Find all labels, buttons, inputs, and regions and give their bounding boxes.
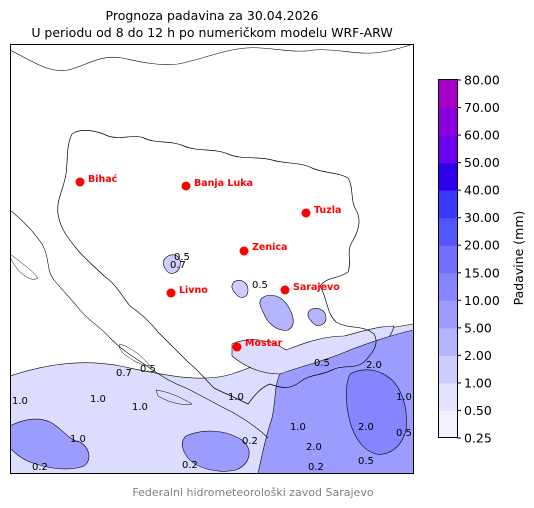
colorbar-tick-label: 30.00 xyxy=(464,210,500,225)
colorbar-tick-label: 2.00 xyxy=(464,348,492,363)
contour-label: 0.5 xyxy=(358,456,374,467)
contour-label: 2.0 xyxy=(366,360,382,371)
city-label: Sarajevo xyxy=(293,282,340,293)
contour-label: 0.5 xyxy=(140,364,156,375)
map-title: Prognoza padavina za 30.04.2026 xyxy=(105,8,319,23)
contour-label: 0.5 xyxy=(396,428,412,439)
island-3 xyxy=(155,389,193,405)
precip-blob-livno xyxy=(162,254,181,274)
city-marker xyxy=(239,246,249,256)
contour-label: 1.0 xyxy=(396,392,412,403)
city-marker xyxy=(181,181,191,191)
colorbar-tick-label: 5.00 xyxy=(464,320,492,335)
colorbar-band xyxy=(439,245,457,274)
colorbar-tick-label: 10.00 xyxy=(464,293,500,308)
map-subtitle: U periodu od 8 do 12 h po numeričkom mod… xyxy=(31,25,393,40)
colorbar-band xyxy=(439,217,457,246)
country-border xyxy=(57,130,377,405)
contour-label: 1.0 xyxy=(290,422,306,433)
colorbar-tick-label: 15.00 xyxy=(464,265,500,280)
colorbar-band xyxy=(439,107,457,136)
colorbar-tick-label: 60.00 xyxy=(464,128,500,143)
colorbar-tick-label: 70.00 xyxy=(464,100,500,115)
city-marker xyxy=(75,177,85,187)
colorbar-tick-label: 40.00 xyxy=(464,183,500,198)
city-label: Tuzla xyxy=(314,205,341,216)
precip-blob-east xyxy=(307,308,327,326)
contour-label: 0.7 xyxy=(170,260,186,271)
city-label: Zenica xyxy=(252,242,287,253)
colorbar-band xyxy=(439,135,457,164)
contour-label: 0.2 xyxy=(308,462,324,473)
colorbar-band xyxy=(439,162,457,191)
footer-credit: Federalni hidrometeorološki zavod Saraje… xyxy=(132,486,374,499)
contour-label: 2.0 xyxy=(358,422,374,433)
contour-label: 0.7 xyxy=(116,368,132,379)
contour-label: 2.0 xyxy=(306,442,322,453)
colorbar-band xyxy=(439,410,457,439)
coastline-north xyxy=(10,44,414,71)
colorbar-band xyxy=(439,355,457,384)
precip-blob-prozor xyxy=(231,280,249,298)
coastline-adriatic xyxy=(10,209,269,439)
colorbar-tick-label: 80.00 xyxy=(464,73,500,88)
colorbar-tick-label: 50.00 xyxy=(464,155,500,170)
contour-label: 0.5 xyxy=(314,358,330,369)
island-1 xyxy=(10,253,39,280)
city-label: Mostar xyxy=(245,338,283,349)
colorbar-tick-label: 0.25 xyxy=(464,431,492,446)
contour-label: 1.0 xyxy=(132,402,148,413)
colorbar-band xyxy=(439,272,457,301)
colorbar-frame xyxy=(438,79,458,438)
contour-label: 1.0 xyxy=(228,392,244,403)
precipitation-map: 0.2 0.5 0.7 1.0 1.0 1.0 1.0 0.7 0.5 0.5 … xyxy=(10,44,414,474)
city-label: Livno xyxy=(179,285,208,296)
colorbar-band xyxy=(439,327,457,356)
colorbar-tick-label: 1.00 xyxy=(464,375,492,390)
map-frame xyxy=(10,44,414,474)
contour-label: 0.5 xyxy=(174,252,190,263)
city-marker xyxy=(301,208,311,218)
colorbar-band xyxy=(439,80,457,109)
contour-label: 1.0 xyxy=(12,396,28,407)
island-2 xyxy=(118,343,151,367)
city-marker xyxy=(280,285,290,295)
colorbar-tick-label: 20.00 xyxy=(464,238,500,253)
contour-label: 0.2 xyxy=(32,462,48,473)
colorbar-band xyxy=(439,300,457,329)
precip-area-medium-west xyxy=(10,418,90,470)
colorbar-label: Padavine (mm) xyxy=(511,211,526,306)
contour-label: 1.0 xyxy=(90,394,106,405)
precip-area-dark xyxy=(345,369,407,455)
contour-label: 0.2 xyxy=(182,460,198,471)
colorbar-band xyxy=(439,190,457,219)
city-label: Banja Luka xyxy=(194,178,253,189)
city-marker xyxy=(232,342,242,352)
contour-label: 1.0 xyxy=(70,434,86,445)
colorbar-band xyxy=(439,382,457,411)
city-label: Bihać xyxy=(88,174,118,185)
colorbar-tick-label: 0.50 xyxy=(464,403,492,418)
contour-label: 0.5 xyxy=(252,280,268,291)
precipitation-colorbar: 0.25 0.50 1.00 2.00 5.00 10.00 15.00 20.00 30.00… xyxy=(438,73,526,446)
precip-area-medium-south xyxy=(182,430,250,472)
city-marker xyxy=(166,288,176,298)
precip-blob-sarajevo xyxy=(259,294,294,331)
contour-label: 0.2 xyxy=(242,436,258,447)
